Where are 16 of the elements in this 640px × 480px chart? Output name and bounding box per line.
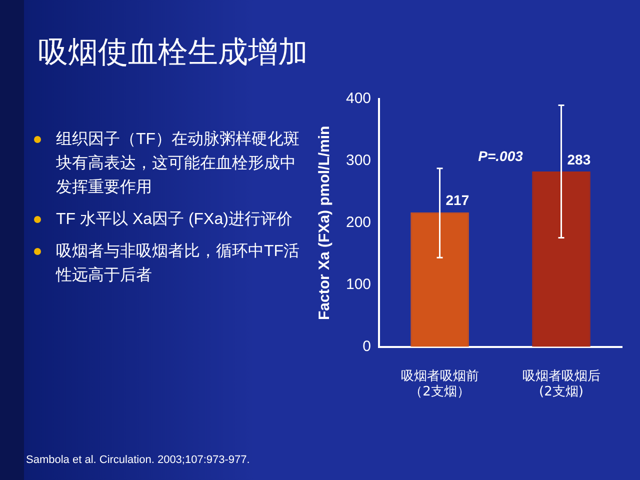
text: 组织因子（TF）在动脉粥样硬化斑块有高表达，这可能在血栓形成中发挥重要作用 <box>56 130 301 198</box>
y-tick-label: 400 <box>346 90 372 108</box>
text: TF 水平以 Xa因子 (FXa)进行评价 <box>56 210 292 230</box>
data-label: 217 <box>446 192 470 208</box>
chart-title: 吸烟使血栓生成增加 <box>38 35 308 71</box>
x-tick-label: 吸烟者吸烟前（2支烟） <box>400 368 479 400</box>
y-tick-label: 200 <box>346 214 372 232</box>
y-tick-label: 0 <box>362 338 372 355</box>
y-axis-title: Factor Xa (FXa) pmol/L/min <box>316 126 334 320</box>
x-tick-label: 吸烟者吸烟后(2支烟) <box>522 368 600 400</box>
text: Sambola et al. Circulation. 2003;107:973-977. <box>26 454 250 466</box>
y-tick-label: 300 <box>346 152 372 170</box>
text: 吸烟者与非吸烟者比，循环中TF活性远高于后者 <box>56 242 301 286</box>
data-label: 283 <box>567 151 591 168</box>
y-tick-label: 100 <box>346 276 372 293</box>
annotation: P=.003 <box>478 148 524 164</box>
